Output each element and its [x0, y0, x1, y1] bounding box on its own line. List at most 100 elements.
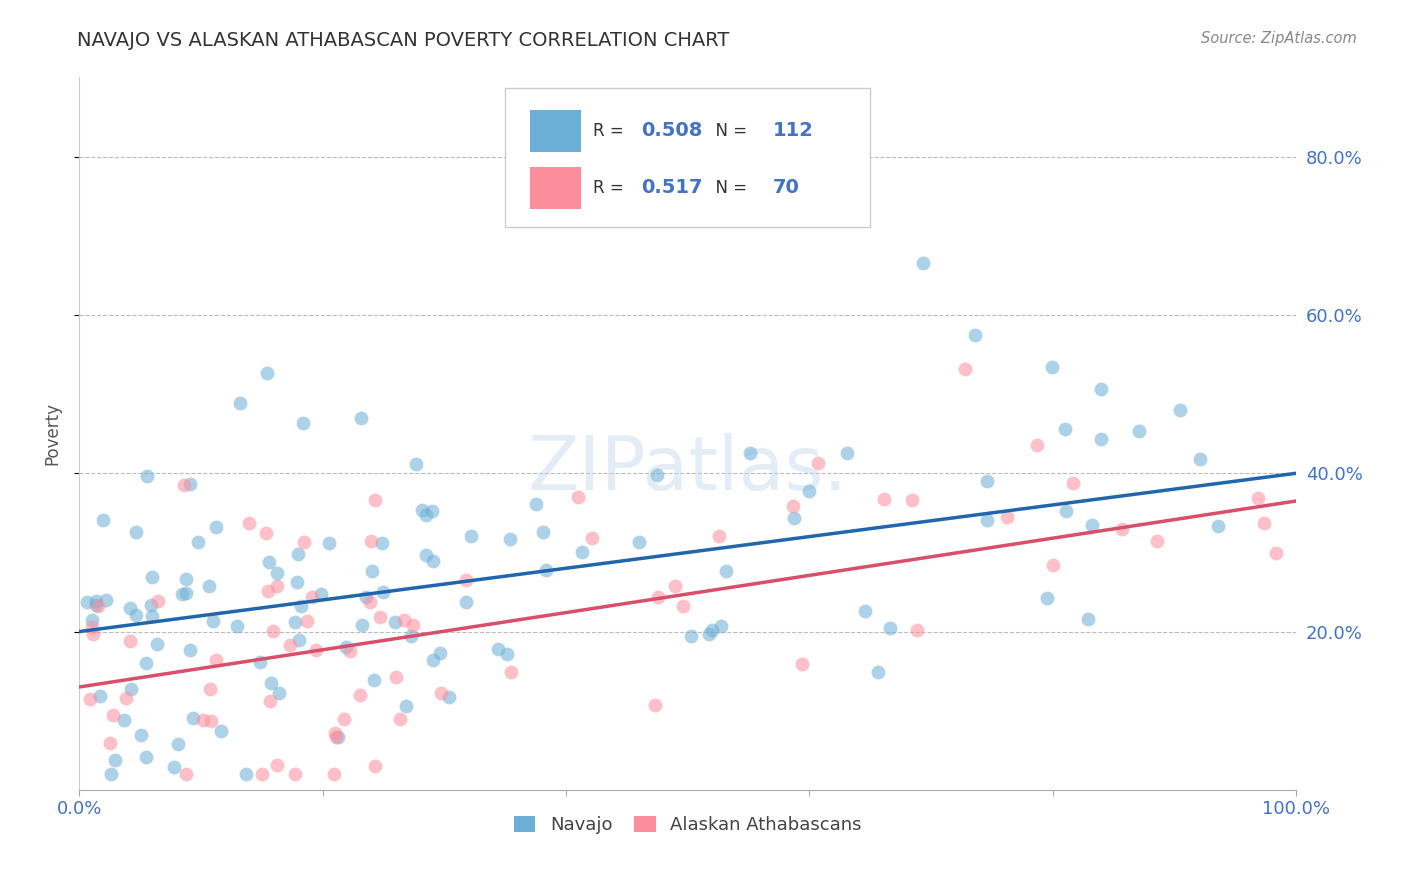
Point — [1189, 452, 1212, 467]
Point — [87, 599, 110, 613]
Point — [460, 529, 482, 543]
Point — [496, 647, 519, 661]
Point — [976, 474, 998, 488]
Point — [415, 548, 437, 562]
Point — [955, 362, 977, 376]
Point — [84, 598, 107, 612]
Point — [179, 642, 201, 657]
Point — [339, 644, 361, 658]
Point — [89, 689, 111, 703]
Point — [267, 686, 290, 700]
Point — [384, 670, 406, 684]
Point — [1111, 523, 1133, 537]
Point — [257, 555, 280, 569]
Text: Source: ZipAtlas.com: Source: ZipAtlas.com — [1201, 31, 1357, 46]
Point — [415, 508, 437, 522]
Point — [198, 579, 221, 593]
Point — [1168, 403, 1191, 417]
Point — [309, 586, 332, 600]
Point — [80, 614, 103, 628]
Point — [125, 525, 148, 540]
Point — [488, 641, 510, 656]
Point — [135, 656, 157, 670]
Point — [363, 673, 385, 687]
Point — [266, 757, 288, 772]
FancyBboxPatch shape — [530, 167, 581, 209]
Point — [1042, 558, 1064, 573]
Text: ZIPatlas.: ZIPatlas. — [527, 433, 848, 506]
Point — [399, 629, 422, 643]
Point — [422, 653, 444, 667]
Point — [628, 535, 651, 549]
Point — [325, 730, 347, 744]
Point — [879, 621, 901, 635]
Point — [501, 665, 523, 680]
Legend: Navajo, Alaskan Athabascans: Navajo, Alaskan Athabascans — [513, 816, 862, 834]
Point — [647, 590, 669, 604]
Point — [257, 583, 280, 598]
Point — [259, 694, 281, 708]
Point — [141, 570, 163, 584]
Point — [295, 614, 318, 628]
Point — [866, 665, 889, 679]
Point — [1054, 503, 1077, 517]
Point — [392, 613, 415, 627]
Point — [388, 712, 411, 726]
Point — [1026, 438, 1049, 452]
Point — [318, 536, 340, 550]
Point — [287, 574, 309, 589]
Point — [235, 767, 257, 781]
Point — [82, 626, 104, 640]
Point — [976, 513, 998, 527]
Point — [1206, 519, 1229, 533]
Point — [335, 640, 357, 654]
Point — [1081, 517, 1104, 532]
Point — [163, 759, 186, 773]
Point — [135, 750, 157, 764]
Point — [1040, 359, 1063, 374]
Point — [225, 619, 247, 633]
Point — [176, 767, 198, 781]
Point — [1090, 382, 1112, 396]
Point — [454, 595, 477, 609]
Point — [1264, 546, 1286, 560]
Point — [361, 565, 384, 579]
Point — [581, 531, 603, 545]
Point — [1062, 476, 1084, 491]
Text: 0.517: 0.517 — [641, 178, 703, 197]
Point — [1247, 491, 1270, 506]
Point — [364, 759, 387, 773]
Point — [429, 646, 451, 660]
Point — [359, 595, 381, 609]
Point — [1146, 534, 1168, 549]
Point — [287, 633, 309, 648]
Point — [91, 513, 114, 527]
Point — [131, 727, 153, 741]
Point — [672, 599, 695, 613]
Point — [200, 714, 222, 728]
Point — [100, 767, 122, 781]
Point — [191, 714, 214, 728]
Point — [965, 327, 987, 342]
Point — [322, 767, 344, 781]
Point — [82, 620, 104, 634]
Point — [305, 643, 328, 657]
Point — [697, 627, 720, 641]
Point — [284, 615, 307, 629]
Point — [349, 689, 371, 703]
Point — [371, 584, 394, 599]
Point — [120, 682, 142, 697]
Point — [112, 713, 135, 727]
Point — [664, 579, 686, 593]
Point — [371, 535, 394, 549]
Point — [738, 446, 761, 460]
Point — [174, 586, 197, 600]
Point — [229, 395, 252, 409]
Point — [835, 446, 858, 460]
Point — [98, 735, 121, 749]
Point — [364, 492, 387, 507]
Point — [350, 410, 373, 425]
Point — [644, 698, 666, 712]
Point — [411, 502, 433, 516]
Point — [422, 554, 444, 568]
